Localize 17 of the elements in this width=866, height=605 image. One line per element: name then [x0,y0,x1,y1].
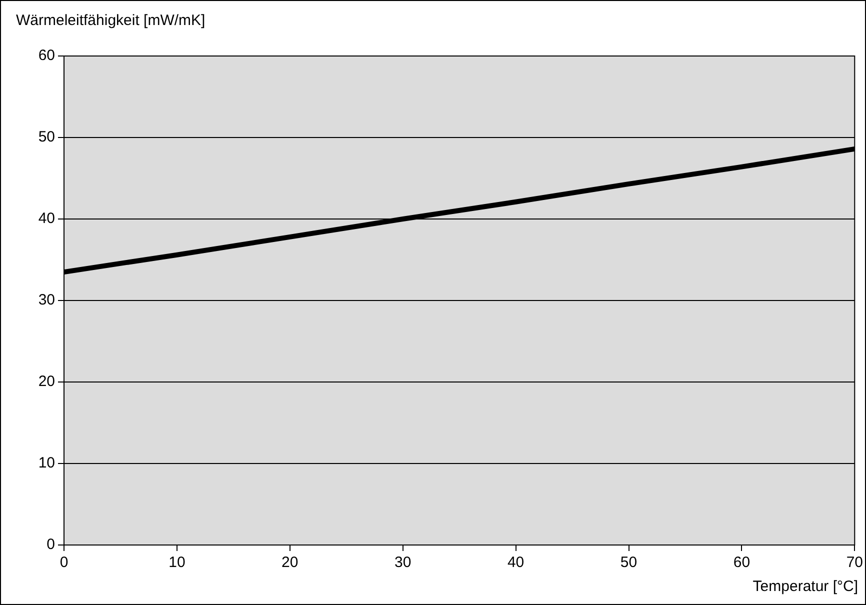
x-tick-label: 50 [620,554,638,572]
y-tick-label: 20 [38,373,55,390]
y-tick-label: 50 [38,128,55,146]
y-tick-label: 30 [38,292,55,309]
x-tick-label: 20 [282,554,298,572]
y-tick-label: 10 [38,454,55,472]
y-tick-label: 0 [46,536,55,554]
y-tick-label: 40 [38,210,55,228]
x-tick-label: 70 [846,554,863,572]
x-tick-label: 10 [168,554,186,572]
x-tick-label: 40 [507,554,524,572]
y-tick-label: 60 [38,47,55,64]
x-tick-label: 0 [60,554,68,572]
y-axis-title: Wärmeleitfähigkeit [mW/mK] [16,12,206,29]
x-tick-label: 30 [394,554,412,572]
x-axis-title: Temperatur [°C] [752,578,858,595]
x-tick-label: 60 [733,554,750,572]
